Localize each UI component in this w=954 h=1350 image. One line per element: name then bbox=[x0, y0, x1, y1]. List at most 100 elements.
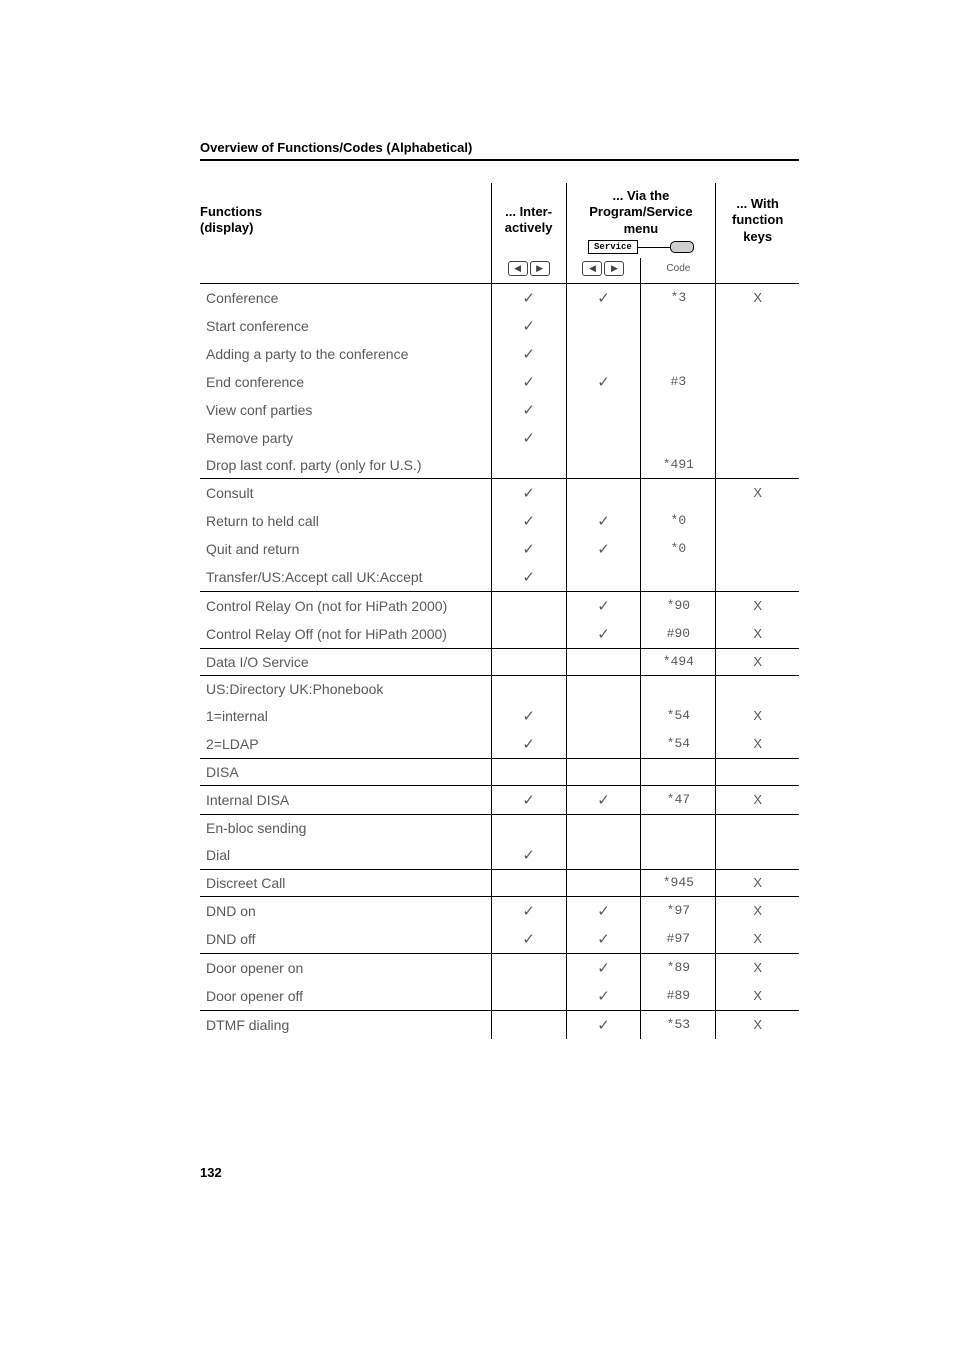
interactively-cell bbox=[491, 869, 566, 896]
program-service-cell bbox=[566, 675, 641, 702]
program-service-cell bbox=[566, 648, 641, 675]
code-cell: *54 bbox=[641, 702, 716, 730]
table-row: View conf parties✓ bbox=[200, 396, 799, 424]
table-row: Return to held call✓✓*0 bbox=[200, 507, 799, 535]
function-name: Start conference bbox=[200, 312, 491, 340]
code-cell bbox=[641, 675, 716, 702]
code-cell: *3 bbox=[641, 283, 716, 312]
code-cell: *54 bbox=[641, 730, 716, 759]
function-name: Internal DISA bbox=[200, 785, 491, 814]
function-name: DND off bbox=[200, 925, 491, 954]
code-cell bbox=[641, 340, 716, 368]
interactively-cell: ✓ bbox=[491, 507, 566, 535]
service-label: Service bbox=[588, 240, 638, 254]
function-name: Door opener on bbox=[200, 953, 491, 982]
interactively-cell bbox=[491, 758, 566, 785]
function-key-cell: X bbox=[716, 896, 799, 925]
function-name: Data I/O Service bbox=[200, 648, 491, 675]
function-key-cell: X bbox=[716, 730, 799, 759]
code-cell bbox=[641, 814, 716, 841]
code-cell bbox=[641, 312, 716, 340]
code-cell: *0 bbox=[641, 535, 716, 563]
function-key-cell bbox=[716, 368, 799, 396]
interactively-cell: ✓ bbox=[491, 841, 566, 870]
table-row: En-bloc sending bbox=[200, 814, 799, 841]
function-name: 1=internal bbox=[200, 702, 491, 730]
interactively-cell bbox=[491, 1010, 566, 1039]
code-cell: *491 bbox=[641, 452, 716, 479]
arrow-right-icon: ▶ bbox=[530, 261, 550, 276]
function-key-cell bbox=[716, 758, 799, 785]
code-cell bbox=[641, 478, 716, 507]
function-name: 2=LDAP bbox=[200, 730, 491, 759]
code-cell bbox=[641, 396, 716, 424]
program-service-cell bbox=[566, 869, 641, 896]
program-service-cell bbox=[566, 452, 641, 479]
code-cell bbox=[641, 424, 716, 452]
program-service-cell: ✓ bbox=[566, 591, 641, 620]
interactively-cell bbox=[491, 953, 566, 982]
program-service-cell: ✓ bbox=[566, 283, 641, 312]
code-cell: #97 bbox=[641, 925, 716, 954]
table-row: DND on✓✓*97X bbox=[200, 896, 799, 925]
code-cell: #3 bbox=[641, 368, 716, 396]
function-name: Control Relay Off (not for HiPath 2000) bbox=[200, 620, 491, 649]
function-name: Conference bbox=[200, 283, 491, 312]
function-name: Transfer/US:Accept call UK:Accept bbox=[200, 563, 491, 592]
functions-table: Functions (display) ... Inter- actively … bbox=[200, 183, 799, 1039]
interactively-cell bbox=[491, 648, 566, 675]
code-cell: #90 bbox=[641, 620, 716, 649]
function-name: End conference bbox=[200, 368, 491, 396]
interactively-cell bbox=[491, 675, 566, 702]
table-row: Control Relay Off (not for HiPath 2000)✓… bbox=[200, 620, 799, 649]
interactively-cell: ✓ bbox=[491, 702, 566, 730]
nav-arrows-icon: ◀ ▶ bbox=[508, 261, 550, 276]
table-subheader-row: ◀ ▶ ◀ ▶ Code bbox=[200, 258, 799, 284]
interactively-cell: ✓ bbox=[491, 396, 566, 424]
function-key-cell: X bbox=[716, 1010, 799, 1039]
page-number: 132 bbox=[200, 1165, 222, 1180]
interactively-cell: ✓ bbox=[491, 535, 566, 563]
function-name: Adding a party to the conference bbox=[200, 340, 491, 368]
table-row: Remove party✓ bbox=[200, 424, 799, 452]
interactively-cell bbox=[491, 620, 566, 649]
interactively-cell bbox=[491, 814, 566, 841]
program-service-cell bbox=[566, 340, 641, 368]
table-row: DND off✓✓#97X bbox=[200, 925, 799, 954]
code-cell: *90 bbox=[641, 591, 716, 620]
function-key-cell: X bbox=[716, 648, 799, 675]
function-name: Remove party bbox=[200, 424, 491, 452]
arrow-left-icon: ◀ bbox=[508, 261, 528, 276]
table-row: Control Relay On (not for HiPath 2000)✓*… bbox=[200, 591, 799, 620]
function-key-cell: X bbox=[716, 620, 799, 649]
function-name: Door opener off bbox=[200, 982, 491, 1011]
interactively-cell: ✓ bbox=[491, 896, 566, 925]
function-name: View conf parties bbox=[200, 396, 491, 424]
arrow-right-icon: ▶ bbox=[604, 261, 624, 276]
function-name: DND on bbox=[200, 896, 491, 925]
table-row: Quit and return✓✓*0 bbox=[200, 535, 799, 563]
function-key-cell bbox=[716, 312, 799, 340]
interactively-cell: ✓ bbox=[491, 730, 566, 759]
interactively-cell: ✓ bbox=[491, 478, 566, 507]
function-name: En-bloc sending bbox=[200, 814, 491, 841]
table-row: DISA bbox=[200, 758, 799, 785]
header-via-program-service: ... Via the Program/Service menu Service bbox=[566, 183, 716, 258]
function-name: Return to held call bbox=[200, 507, 491, 535]
table-row: Start conference✓ bbox=[200, 312, 799, 340]
function-key-cell bbox=[716, 563, 799, 592]
function-key-cell bbox=[716, 814, 799, 841]
page: Overview of Functions/Codes (Alphabetica… bbox=[0, 0, 954, 1350]
header-interactively: ... Inter- actively bbox=[491, 183, 566, 258]
function-name: Consult bbox=[200, 478, 491, 507]
function-key-cell: X bbox=[716, 953, 799, 982]
program-service-cell bbox=[566, 312, 641, 340]
program-service-cell: ✓ bbox=[566, 785, 641, 814]
function-key-cell: X bbox=[716, 869, 799, 896]
code-cell: *47 bbox=[641, 785, 716, 814]
table-row: Door opener on✓*89X bbox=[200, 953, 799, 982]
program-service-cell bbox=[566, 396, 641, 424]
interactively-cell: ✓ bbox=[491, 563, 566, 592]
program-service-cell bbox=[566, 478, 641, 507]
interactively-cell: ✓ bbox=[491, 312, 566, 340]
